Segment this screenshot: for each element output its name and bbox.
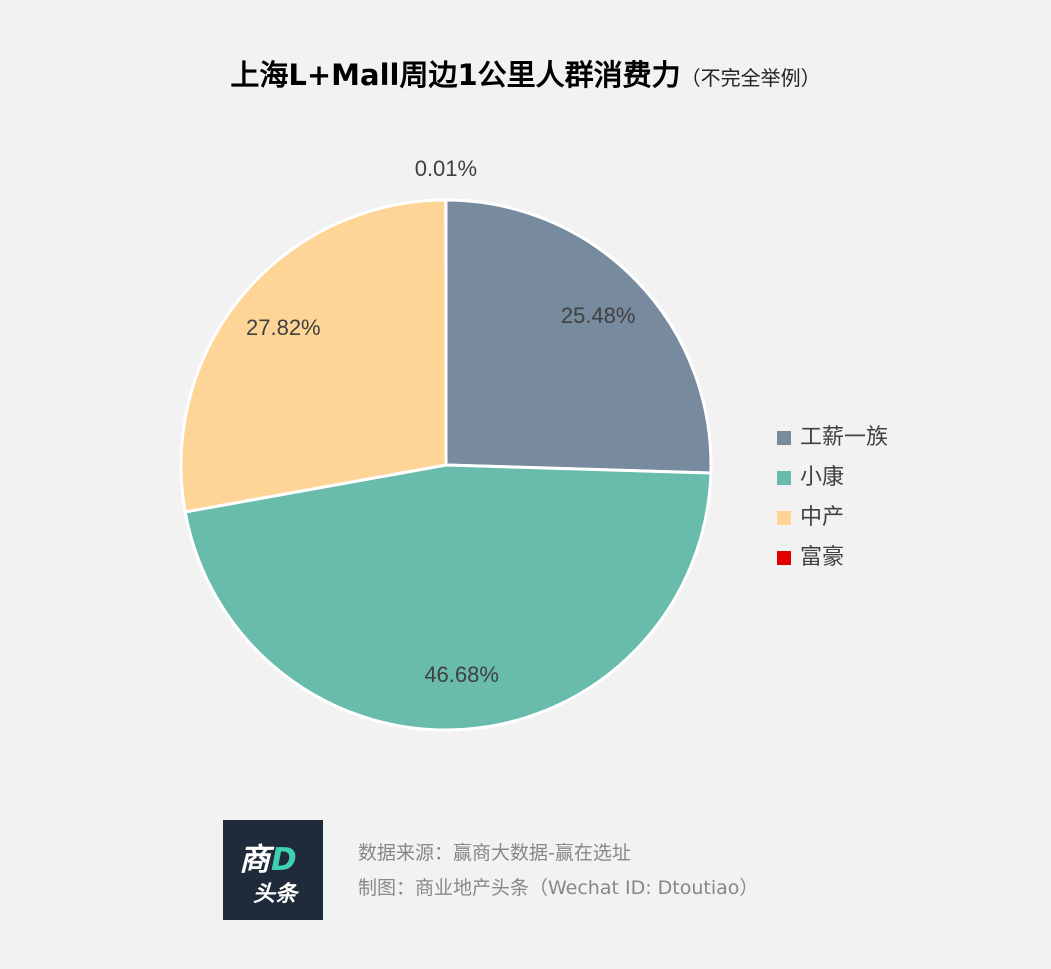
pie-label-well-off: 46.68% <box>424 662 499 687</box>
pie-slice-working-class <box>444 198 713 475</box>
brand-logo: 商D 头条 <box>223 820 323 920</box>
logo-text-accent: D <box>271 842 298 878</box>
pie-label-working-class: 25.48% <box>561 303 636 328</box>
legend-label-wealthy: 富豪 <box>800 545 844 570</box>
pie-label-middle-class: 27.82% <box>246 315 321 340</box>
pie-labels: 25.48% 46.68% 27.82% 0.01% <box>246 156 635 687</box>
legend-swatch-middle-class <box>777 511 791 525</box>
pie-slice-middle-class <box>179 198 448 514</box>
legend-swatch-wealthy <box>777 551 791 565</box>
pie-slice-well-off <box>183 463 713 732</box>
legend-label-well-off: 小康 <box>800 465 844 490</box>
legend-swatch-well-off <box>777 471 791 485</box>
legend-swatch-working-class <box>777 431 791 445</box>
footer: 数据来源：赢商大数据-赢在选址 制图：商业地产头条（Wechat ID: Dto… <box>358 836 758 906</box>
title-subtitle: （不完全举例） <box>680 66 821 90</box>
legend-label-working-class: 工薪一族 <box>800 425 888 450</box>
logo-text-top: 商 <box>239 842 271 878</box>
legend-label-middle-class: 中产 <box>800 505 844 530</box>
logo-text-bottom: 头条 <box>253 882 298 907</box>
pie-slices <box>179 198 713 732</box>
title-main: 上海L+Mall周边1公里人群消费力 <box>230 58 681 92</box>
source-note: 数据来源：赢商大数据-赢在选址 <box>358 842 631 864</box>
pie-label-wealthy: 0.01% <box>415 156 477 181</box>
credit-note: 制图：商业地产头条（Wechat ID: Dtoutiao） <box>358 877 759 899</box>
chart-title: 上海L+Mall周边1公里人群消费力（不完全举例） <box>0 52 1051 94</box>
